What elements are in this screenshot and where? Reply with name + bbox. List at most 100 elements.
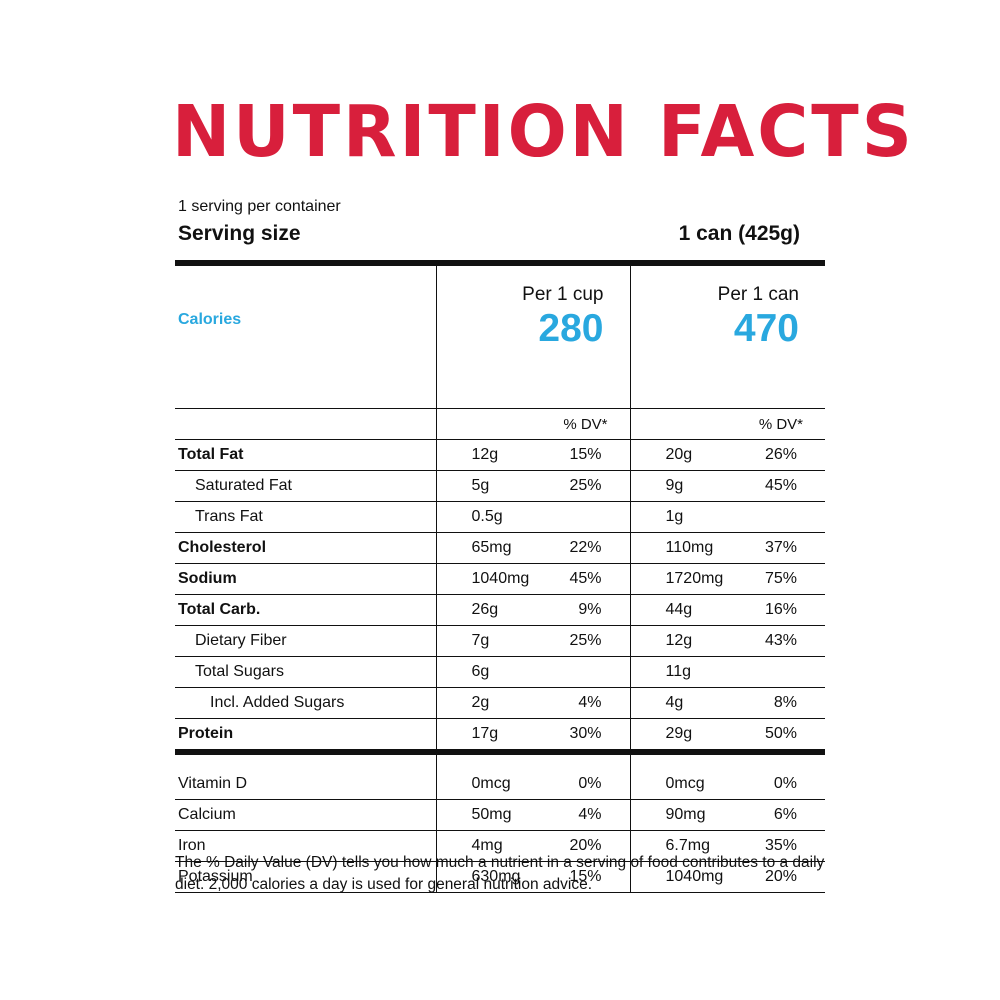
- can-daily-value: 50%: [764, 725, 797, 742]
- cup-amount: 6g: [471, 663, 490, 680]
- nutrient-name: Total Carb.: [175, 594, 436, 626]
- can-daily-value: 6%: [773, 806, 797, 823]
- nutrient-name: Total Fat: [175, 439, 436, 471]
- can-daily-value: 37%: [764, 539, 797, 556]
- can-cell: 29g 50%: [629, 718, 825, 755]
- cup-amount: 630mg: [471, 868, 521, 885]
- cup-cell: 12g 15%: [435, 439, 630, 471]
- nutrient-name: Dietary Fiber: [175, 625, 436, 657]
- per-can-column-header: Per 1 can 470: [629, 260, 825, 409]
- nutrient-row: Total Carb. 26g 9% 44g 16%: [175, 594, 825, 626]
- servings-per-container: 1 serving per container: [178, 198, 341, 215]
- cup-cell: 17g 30%: [435, 718, 630, 755]
- vitamin-row: Iron 4mg 20% 6.7mg 35%: [175, 830, 825, 862]
- cup-daily-value: 45%: [569, 570, 602, 587]
- cup-cell: 7g 25%: [435, 625, 630, 657]
- cup-daily-value: 22%: [569, 539, 602, 556]
- serving-size-value: 1 can (425g): [678, 222, 800, 245]
- can-cell: 1720mg 75%: [629, 563, 825, 595]
- can-amount: 9g: [665, 477, 684, 494]
- nutrient-row: Sodium 1040mg 45% 1720mg 75%: [175, 563, 825, 595]
- cup-daily-value: 15%: [569, 868, 602, 885]
- calories-row: Calories Per 1 cup 280 Per 1 can 470: [175, 260, 825, 409]
- daily-value-header-spacer: [175, 408, 436, 440]
- nutrient-name: Potassium: [175, 861, 436, 893]
- serving-size-row: Serving size 1 can (425g): [178, 222, 800, 246]
- cup-daily-value: 25%: [569, 477, 602, 494]
- nutrient-row: Total Sugars 6g 11g: [175, 656, 825, 688]
- cup-cell: 630mg 15%: [435, 861, 630, 893]
- can-cell: 0mcg 0%: [629, 769, 825, 800]
- cup-cell: 2g 4%: [435, 687, 630, 719]
- dv-header-can: % DV*: [629, 408, 825, 440]
- cup-daily-value: 0%: [578, 775, 602, 792]
- can-amount: 4g: [665, 694, 684, 711]
- daily-value-footnote: The % Daily Value (DV) tells you how muc…: [175, 854, 825, 893]
- can-cell: 9g 45%: [629, 470, 825, 502]
- daily-value-header-row: % DV* % DV*: [175, 408, 825, 440]
- vitamin-row: Vitamin D 0mcg 0% 0mcg 0%: [175, 769, 825, 800]
- cup-daily-value: 30%: [569, 725, 602, 742]
- cup-amount: 26g: [471, 601, 499, 618]
- can-amount: 110mg: [665, 539, 714, 556]
- cup-daily-value: 9%: [578, 601, 602, 618]
- dv-header-cup: % DV*: [435, 408, 630, 440]
- can-daily-value: 20%: [764, 868, 797, 885]
- can-cell: 12g 43%: [629, 625, 825, 657]
- cup-cell: 50mg 4%: [435, 799, 630, 831]
- cup-amount: 5g: [471, 477, 490, 494]
- can-cell: 1g: [629, 501, 825, 533]
- cup-cell: 0.5g: [435, 501, 630, 533]
- nutrient-name: Vitamin D: [175, 769, 436, 800]
- cup-cell: 0mcg 0%: [435, 769, 630, 800]
- can-cell: 4g 8%: [629, 687, 825, 719]
- cup-cell: 4mg 20%: [435, 830, 630, 862]
- cup-amount: 12g: [471, 446, 499, 463]
- calories-per-cup: 280: [538, 307, 604, 350]
- per-can-label: Per 1 can: [717, 284, 799, 305]
- can-daily-value: 8%: [773, 694, 797, 711]
- cup-amount: 7g: [471, 632, 490, 649]
- nutrient-name: Cholesterol: [175, 532, 436, 564]
- cup-amount: 4mg: [471, 837, 503, 854]
- serving-size-label: Serving size: [178, 222, 301, 245]
- can-daily-value: 26%: [764, 446, 797, 463]
- cup-cell: 1040mg 45%: [435, 563, 630, 595]
- nutrient-name: Sodium: [175, 563, 436, 595]
- nutrient-name: Protein: [175, 718, 436, 755]
- can-cell: 6.7mg 35%: [629, 830, 825, 862]
- calories-label: Calories: [175, 260, 436, 409]
- nutrient-row: Protein 17g 30% 29g 50%: [175, 718, 825, 755]
- cup-daily-value: 4%: [578, 694, 602, 711]
- can-amount: 1720mg: [665, 570, 724, 587]
- can-daily-value: 35%: [764, 837, 797, 854]
- cup-amount: 2g: [471, 694, 490, 711]
- can-amount: 11g: [665, 663, 692, 680]
- nutrient-row: Trans Fat 0.5g 1g: [175, 501, 825, 533]
- can-daily-value: 45%: [764, 477, 797, 494]
- nutrition-table: Calories Per 1 cup 280 Per 1 can 470 % D…: [175, 260, 825, 893]
- gap-cell: [629, 752, 825, 769]
- nutrient-name: Iron: [175, 830, 436, 862]
- nutrient-name: Calcium: [175, 799, 436, 831]
- per-cup-label: Per 1 cup: [522, 284, 604, 305]
- cup-amount: 1040mg: [471, 570, 530, 587]
- can-cell: 44g 16%: [629, 594, 825, 626]
- can-daily-value: 0%: [773, 775, 797, 792]
- nutrient-row: Cholesterol 65mg 22% 110mg 37%: [175, 532, 825, 564]
- nutrient-row: Incl. Added Sugars 2g 4% 4g 8%: [175, 687, 825, 719]
- can-amount: 20g: [665, 446, 693, 463]
- can-amount: 90mg: [665, 806, 706, 823]
- nutrient-name: Total Sugars: [175, 656, 436, 688]
- can-amount: 1040mg: [665, 868, 724, 885]
- section-gap: [175, 752, 825, 769]
- can-cell: 20g 26%: [629, 439, 825, 471]
- cup-daily-value: 15%: [569, 446, 602, 463]
- cup-cell: 26g 9%: [435, 594, 630, 626]
- cup-amount: 17g: [471, 725, 499, 742]
- nutrient-name: Incl. Added Sugars: [175, 687, 436, 719]
- vitamin-row: Calcium 50mg 4% 90mg 6%: [175, 799, 825, 831]
- can-cell: 110mg 37%: [629, 532, 825, 564]
- can-daily-value: 16%: [764, 601, 797, 618]
- calories-per-can: 470: [733, 307, 799, 350]
